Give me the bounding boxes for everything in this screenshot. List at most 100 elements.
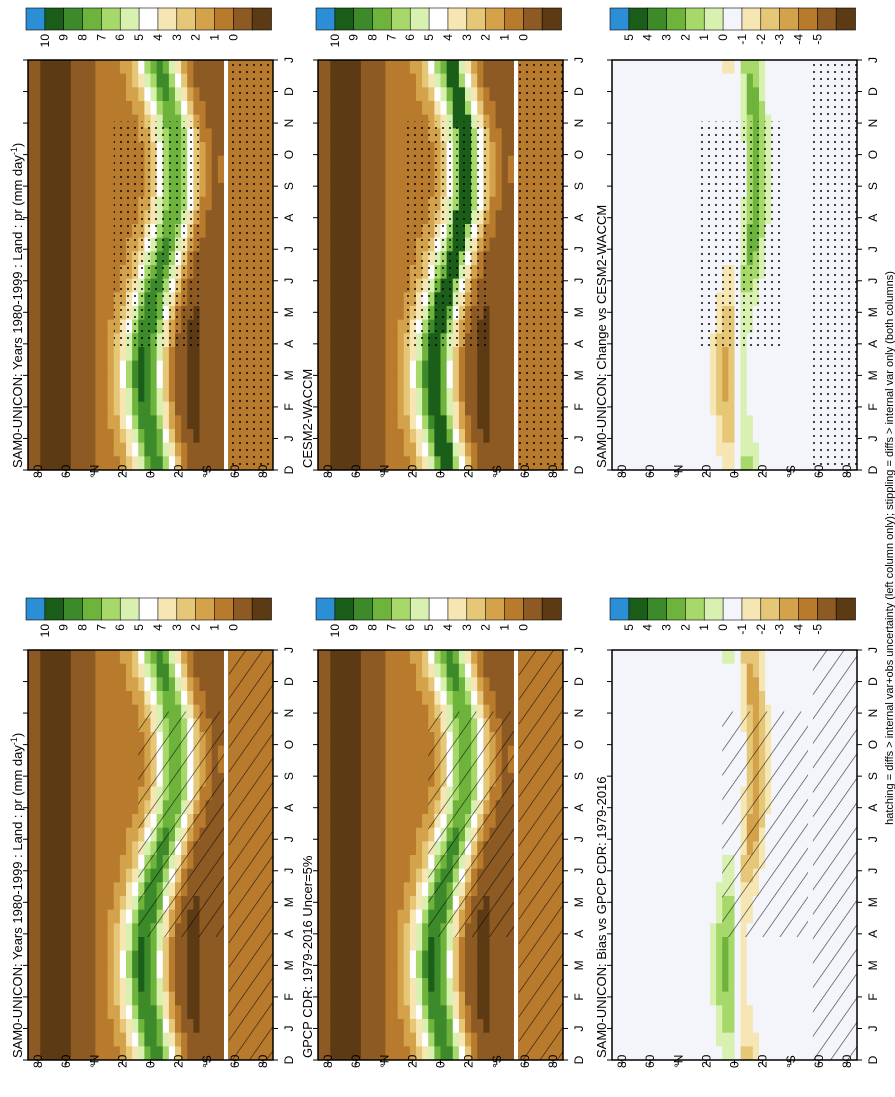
heatmap-cell xyxy=(64,114,72,129)
heatmap-cell xyxy=(126,827,133,842)
heatmap-cell xyxy=(348,456,356,471)
heatmap-cell xyxy=(126,732,133,747)
heatmap-cell xyxy=(379,882,386,897)
heatmap-cell xyxy=(126,814,133,829)
heatmap-cell xyxy=(132,87,139,102)
heatmap-cell xyxy=(330,333,337,348)
heatmap-cell xyxy=(193,374,200,389)
heatmap-cell xyxy=(501,950,509,965)
heatmap-cell xyxy=(211,442,219,457)
heatmap-cell xyxy=(489,388,497,403)
heatmap-cell xyxy=(397,292,405,307)
heatmap-cell xyxy=(34,732,41,747)
heatmap-cell xyxy=(379,896,386,911)
heatmap-cell xyxy=(156,978,164,993)
heatmap-cell xyxy=(354,691,362,706)
heatmap-cell xyxy=(397,732,405,747)
heatmap-cell xyxy=(58,278,66,293)
heatmap-cell xyxy=(101,251,109,266)
heatmap-cell xyxy=(360,210,368,225)
heatmap-cell xyxy=(211,964,219,979)
heatmap-cell xyxy=(193,1019,200,1034)
heatmap-cell xyxy=(70,868,78,883)
heatmap-cell xyxy=(367,278,374,293)
heatmap-cell xyxy=(385,292,392,307)
heatmap-cell xyxy=(77,786,84,801)
heatmap-cell xyxy=(348,800,356,815)
heatmap-cell xyxy=(477,73,484,88)
heatmap-cell xyxy=(507,964,515,979)
heatmap-cell xyxy=(483,73,490,88)
heatmap-cell xyxy=(46,868,53,883)
heatmap-cell xyxy=(501,978,509,993)
heatmap-cell xyxy=(354,155,362,170)
heatmap-cell xyxy=(403,991,411,1006)
heatmap-cell xyxy=(175,415,182,430)
heatmap-cell xyxy=(34,224,41,239)
heatmap-cell xyxy=(403,677,411,692)
heatmap-cell xyxy=(211,978,219,993)
heatmap-cell xyxy=(367,265,374,280)
heatmap-cell xyxy=(336,360,343,375)
heatmap-cell xyxy=(211,650,219,665)
heatmap-cell xyxy=(428,1005,435,1020)
heatmap-cell xyxy=(354,732,362,747)
heatmap-cell xyxy=(34,429,41,444)
heatmap-cell xyxy=(495,991,503,1006)
heatmap-cell xyxy=(95,991,102,1006)
heatmap-cell xyxy=(144,374,151,389)
heatmap-cell xyxy=(107,374,115,389)
heatmap-cell xyxy=(46,114,53,129)
heatmap-cell xyxy=(95,224,102,239)
heatmap-cell xyxy=(318,868,325,883)
heatmap-cell xyxy=(40,333,47,348)
heatmap-cell xyxy=(465,964,472,979)
heatmap-cell xyxy=(95,814,102,829)
heatmap-cell xyxy=(101,73,109,88)
heatmap-cell xyxy=(40,704,47,719)
heatmap-cell xyxy=(52,60,60,75)
heatmap-cell xyxy=(434,691,441,706)
heatmap-cell xyxy=(397,196,405,211)
heatmap-cell xyxy=(187,937,194,952)
heatmap-cell xyxy=(324,909,331,924)
heatmap-cell xyxy=(477,442,484,457)
heatmap-cell xyxy=(28,991,35,1006)
heatmap-cell xyxy=(156,442,164,457)
heatmap-cell xyxy=(193,360,200,375)
heatmap-cell xyxy=(34,745,41,760)
heatmap-cell xyxy=(119,937,127,952)
heatmap-cell xyxy=(495,663,503,678)
heatmap-cell xyxy=(156,374,164,389)
heatmap-cell xyxy=(126,855,133,870)
heatmap-cell xyxy=(89,800,96,815)
heatmap-cell xyxy=(367,128,374,143)
heatmap-cell xyxy=(107,691,115,706)
colorbar-swatch xyxy=(504,597,525,621)
heatmap-cell xyxy=(119,677,127,692)
heatmap-cell xyxy=(89,360,96,375)
heatmap-cell xyxy=(422,663,429,678)
heatmap-cell xyxy=(379,306,386,321)
heatmap-cell xyxy=(489,251,497,266)
heatmap-cell xyxy=(119,456,127,471)
heatmap-cell xyxy=(391,896,399,911)
heatmap-cell xyxy=(360,155,368,170)
heatmap-cell xyxy=(465,1032,472,1047)
heatmap-cell xyxy=(199,114,207,129)
heatmap-cell xyxy=(113,978,121,993)
heatmap-cell xyxy=(501,442,509,457)
heatmap-cell xyxy=(354,841,362,856)
heatmap-cell xyxy=(446,415,454,430)
heatmap-cell xyxy=(46,128,53,143)
heatmap-cell xyxy=(477,1046,484,1061)
heatmap-cell xyxy=(318,704,325,719)
heatmap-cell xyxy=(89,650,96,665)
heatmap-cell xyxy=(373,306,380,321)
heatmap-cell xyxy=(70,210,78,225)
heatmap-cell xyxy=(58,814,66,829)
heatmap-cell xyxy=(348,101,356,116)
heatmap-cell xyxy=(342,265,350,280)
heatmap-cell xyxy=(95,677,102,692)
heatmap-cell xyxy=(342,183,350,198)
